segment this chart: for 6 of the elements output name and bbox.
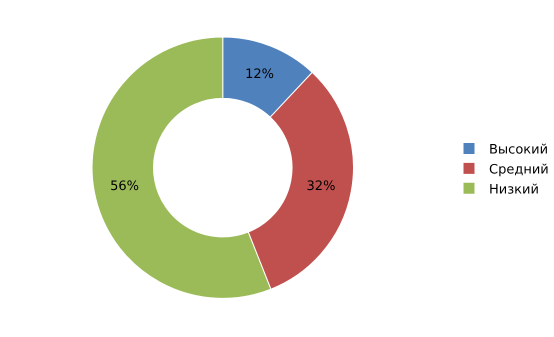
data-label: 12% — [245, 67, 274, 82]
legend-label: Высокий — [489, 142, 548, 158]
legend-label: Средний — [489, 162, 549, 178]
data-label: 32% — [306, 178, 336, 194]
data-label: 56% — [110, 178, 139, 194]
legend-label: Низкий — [489, 182, 539, 198]
